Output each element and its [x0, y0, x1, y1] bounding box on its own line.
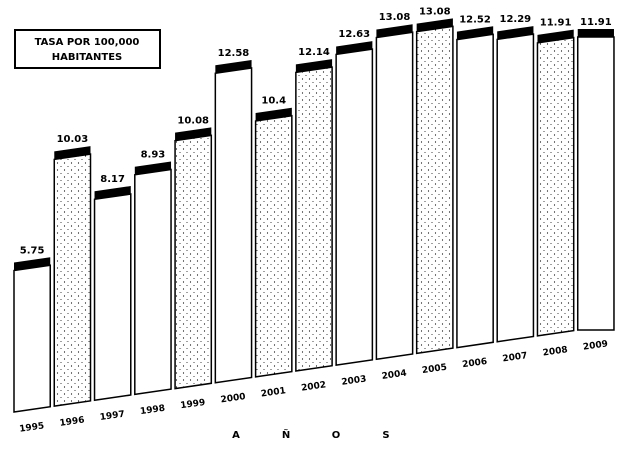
tick-label-2004: 2004	[381, 369, 407, 382]
tick-label-2005: 2005	[421, 363, 447, 376]
tick-label-2007: 2007	[502, 351, 528, 364]
bar-2002	[295, 66, 333, 372]
bar-top-1995	[14, 257, 51, 271]
bar-top-1999	[175, 127, 212, 141]
bar-1996	[53, 153, 92, 408]
tick-labels-group: 1995 1996 1997 1998 1999 2000 2001 2002 2003 2004…	[19, 339, 609, 434]
bar-top-2008	[537, 29, 574, 43]
tick-label-2001: 2001	[260, 386, 286, 399]
axis-letter-1: A	[232, 430, 240, 441]
tick-label-2000: 2000	[220, 392, 246, 405]
value-label-1998: 8.93	[141, 149, 166, 160]
bar-top-2004	[376, 24, 413, 38]
bar-1998	[134, 168, 172, 396]
value-label-2008: 11.91	[540, 18, 572, 29]
axis-letter-4: S	[382, 430, 389, 441]
bar-1995	[13, 264, 51, 413]
bar-top-1997	[94, 186, 131, 200]
bar-top-2002	[295, 59, 333, 73]
tick-label-2003: 2003	[341, 374, 367, 387]
bar-1997	[93, 193, 132, 402]
bar-2009	[576, 36, 615, 331]
axis-letter-2: Ñ	[282, 428, 290, 441]
legend-line-2: HABITANTES	[52, 52, 122, 63]
bar-top-2001	[255, 107, 292, 122]
value-label-1995: 5.75	[20, 245, 45, 256]
bar-top-2006	[456, 26, 494, 40]
bar-top-2009	[577, 29, 614, 38]
tick-label-2002: 2002	[301, 380, 327, 393]
bar-top-2003	[336, 41, 373, 55]
value-label-1997: 8.17	[100, 174, 125, 185]
tick-label-2009: 2009	[582, 339, 608, 352]
bar-2003	[335, 48, 374, 367]
value-label-2002: 12.14	[298, 47, 330, 58]
value-label-1996: 10.03	[57, 134, 89, 145]
value-label-2007: 12.29	[499, 14, 531, 25]
bar-top-1998	[134, 161, 172, 175]
tick-label-2006: 2006	[462, 357, 488, 370]
value-label-2005: 13.08	[419, 6, 451, 17]
value-labels-group: 5.75 10.03 8.17 8.93 10.08 12.58 10.4 12.14 12.6…	[20, 6, 612, 256]
bar-2004	[375, 31, 414, 361]
tick-label-1998: 1998	[140, 404, 166, 417]
tick-label-1997: 1997	[99, 410, 125, 423]
value-label-2003: 12.63	[338, 29, 370, 40]
bar-top-2000	[215, 59, 252, 74]
axis-letter-3: O	[332, 430, 341, 441]
bar-2008	[536, 36, 575, 337]
bar-top-2005	[416, 18, 453, 32]
bar-2001	[254, 114, 293, 378]
value-label-1999: 10.08	[177, 115, 209, 126]
bars-group	[13, 18, 615, 413]
bar-top-2007	[497, 26, 534, 40]
legend-box: TASA POR 100,000 HABITANTES	[14, 29, 161, 69]
value-label-2004: 13.08	[379, 12, 411, 23]
bar-2000	[214, 67, 253, 384]
tick-label-1999: 1999	[180, 398, 206, 411]
bar-2007	[496, 33, 535, 343]
value-label-2000: 12.58	[218, 48, 250, 59]
bar-2006	[456, 33, 494, 349]
tick-label-1996: 1996	[59, 415, 85, 428]
tick-label-2008: 2008	[542, 345, 568, 358]
value-label-2006: 12.52	[459, 14, 491, 25]
bar-1999	[174, 134, 213, 390]
bar-top-1996	[54, 146, 91, 160]
value-label-2001: 10.4	[261, 96, 286, 107]
legend-line-1: TASA POR 100,000	[35, 37, 140, 48]
bar-2005	[415, 25, 454, 355]
value-label-2009: 11.91	[580, 17, 612, 28]
tick-label-1995: 1995	[19, 421, 45, 434]
